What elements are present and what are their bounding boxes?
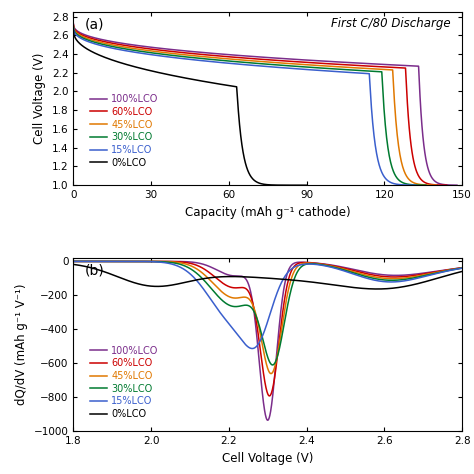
Text: (b): (b) [85,263,105,277]
Y-axis label: Cell Voltage (V): Cell Voltage (V) [34,53,46,144]
Legend: 100%LCO, 60%LCO, 45%LCO, 30%LCO, 15%LCO, 0%LCO: 100%LCO, 60%LCO, 45%LCO, 30%LCO, 15%LCO,… [86,342,163,423]
Text: First C/80 Discharge: First C/80 Discharge [331,17,450,30]
X-axis label: Capacity (mAh g⁻¹ cathode): Capacity (mAh g⁻¹ cathode) [185,206,351,219]
X-axis label: Cell Voltage (V): Cell Voltage (V) [222,452,313,465]
Text: (a): (a) [85,17,105,31]
Y-axis label: dQ/dV (mAh g⁻¹ V⁻¹): dQ/dV (mAh g⁻¹ V⁻¹) [15,284,28,405]
Legend: 100%LCO, 60%LCO, 45%LCO, 30%LCO, 15%LCO, 0%LCO: 100%LCO, 60%LCO, 45%LCO, 30%LCO, 15%LCO,… [86,90,163,172]
